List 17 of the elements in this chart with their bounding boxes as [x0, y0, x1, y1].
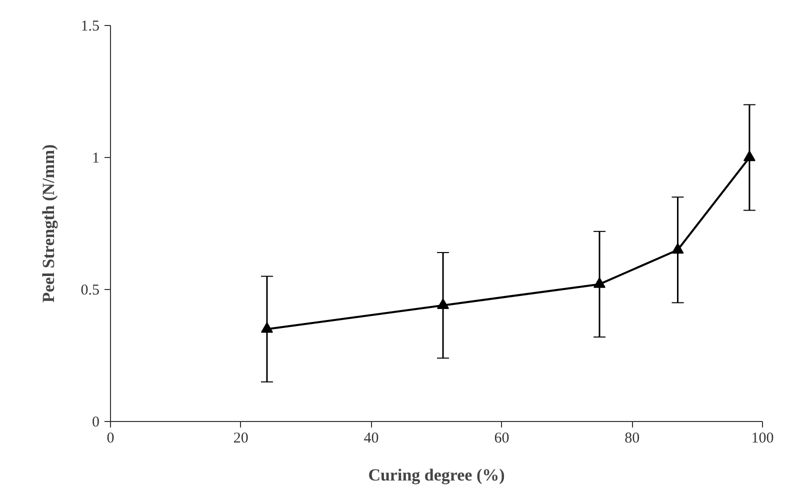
- x-axis-title: Curing degree (%): [368, 466, 505, 484]
- point: [260, 322, 273, 333]
- point: [672, 243, 684, 254]
- y-tick-label: 0: [92, 414, 100, 430]
- point: [743, 150, 756, 162]
- y-tick-label: 0.5: [80, 282, 100, 298]
- y-tick-label: 1.5: [80, 18, 100, 34]
- x-tick-label: 100: [751, 430, 774, 446]
- y-tick-label: 1: [92, 150, 100, 166]
- point: [594, 277, 606, 288]
- x-tick-label: 0: [106, 430, 114, 446]
- x-tick-label: 60: [494, 430, 510, 446]
- x-tick-label: 20: [233, 430, 248, 446]
- point: [437, 298, 450, 310]
- y-axis-title: Peel Strength (N/mm): [38, 144, 58, 303]
- x-tick-label: 80: [624, 430, 640, 446]
- x-tick-label: 40: [364, 430, 379, 446]
